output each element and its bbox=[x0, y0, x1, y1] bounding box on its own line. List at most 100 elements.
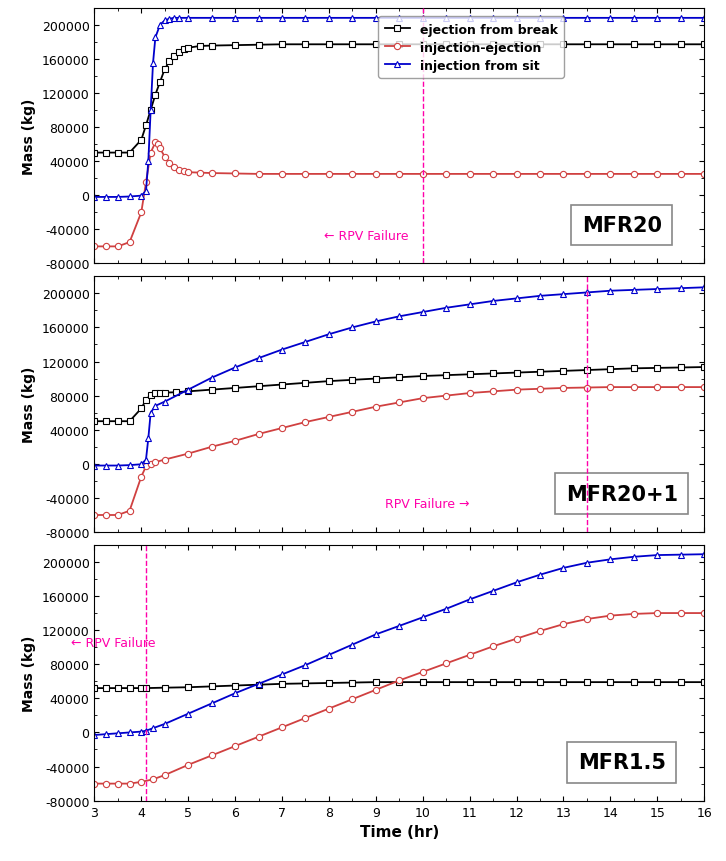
ejection from break bbox=[372, 374, 380, 384]
injection from sit bbox=[395, 312, 404, 322]
injection from sit bbox=[348, 14, 356, 24]
injection from sit bbox=[90, 193, 99, 203]
injection-ejection bbox=[606, 170, 615, 180]
injection-ejection bbox=[348, 170, 356, 180]
injection-ejection bbox=[231, 741, 240, 752]
ejection from break bbox=[102, 417, 110, 427]
injection from sit bbox=[113, 728, 122, 739]
injection from sit bbox=[125, 192, 134, 202]
ejection from break bbox=[513, 368, 521, 378]
ejection from break bbox=[184, 43, 192, 53]
ejection from break bbox=[559, 40, 568, 51]
injection from sit bbox=[418, 14, 427, 24]
injection-ejection bbox=[395, 170, 404, 180]
ejection from break bbox=[677, 677, 685, 687]
injection from sit bbox=[536, 570, 544, 580]
ejection from break bbox=[418, 677, 427, 687]
injection-ejection bbox=[442, 170, 451, 180]
Text: RPV Failure →: RPV Failure → bbox=[386, 498, 470, 511]
ejection from break bbox=[536, 677, 544, 687]
injection-ejection bbox=[208, 169, 216, 179]
ejection from break bbox=[395, 677, 404, 687]
injection-ejection bbox=[301, 713, 310, 723]
ejection from break bbox=[582, 365, 591, 375]
ejection from break bbox=[90, 417, 99, 427]
ejection from break bbox=[629, 40, 638, 51]
injection from sit bbox=[372, 14, 380, 24]
injection from sit bbox=[677, 283, 685, 294]
injection from sit bbox=[442, 14, 451, 24]
injection from sit bbox=[165, 15, 174, 25]
ejection from break bbox=[677, 362, 685, 373]
injection-ejection bbox=[113, 778, 122, 789]
injection-ejection bbox=[174, 165, 183, 176]
injection-ejection bbox=[160, 770, 169, 780]
ejection from break bbox=[160, 65, 169, 75]
ejection from break bbox=[559, 677, 568, 687]
ejection from break bbox=[155, 388, 164, 399]
injection-ejection bbox=[606, 610, 615, 621]
injection from sit bbox=[465, 595, 474, 605]
Line: injection from sit: injection from sit bbox=[91, 15, 707, 201]
injection-ejection bbox=[151, 457, 160, 468]
ejection from break bbox=[160, 388, 169, 399]
Line: injection-ejection: injection-ejection bbox=[91, 385, 707, 518]
Line: injection-ejection: injection-ejection bbox=[91, 610, 707, 787]
ejection from break bbox=[489, 40, 497, 51]
injection from sit bbox=[208, 14, 216, 24]
ejection from break bbox=[125, 417, 134, 427]
injection from sit bbox=[653, 284, 661, 294]
ejection from break bbox=[653, 677, 661, 687]
injection from sit bbox=[155, 21, 164, 31]
injection-ejection bbox=[700, 170, 709, 180]
injection from sit bbox=[372, 317, 380, 327]
ejection from break bbox=[125, 683, 134, 693]
ejection from break bbox=[151, 90, 160, 101]
injection from sit bbox=[301, 660, 310, 671]
injection from sit bbox=[700, 549, 709, 560]
injection-ejection bbox=[277, 424, 286, 434]
injection-ejection bbox=[231, 437, 240, 447]
X-axis label: Time (hr): Time (hr) bbox=[359, 824, 439, 839]
injection-ejection bbox=[700, 382, 709, 393]
injection-ejection bbox=[653, 170, 661, 180]
injection-ejection bbox=[653, 608, 661, 618]
injection from sit bbox=[144, 434, 152, 444]
injection-ejection bbox=[372, 170, 380, 180]
injection from sit bbox=[277, 345, 286, 356]
injection from sit bbox=[90, 461, 99, 471]
injection from sit bbox=[151, 34, 160, 44]
injection-ejection bbox=[536, 626, 544, 636]
injection-ejection bbox=[325, 703, 333, 714]
injection from sit bbox=[184, 709, 192, 719]
injection from sit bbox=[677, 550, 685, 561]
injection-ejection bbox=[254, 170, 263, 180]
injection from sit bbox=[582, 558, 591, 568]
ejection from break bbox=[174, 47, 183, 58]
Y-axis label: Mass (kg): Mass (kg) bbox=[22, 367, 36, 443]
injection-ejection bbox=[113, 511, 122, 521]
ejection from break bbox=[606, 40, 615, 51]
Y-axis label: Mass (kg): Mass (kg) bbox=[22, 635, 36, 711]
injection from sit bbox=[418, 307, 427, 318]
ejection from break bbox=[254, 381, 263, 392]
injection from sit bbox=[629, 552, 638, 562]
ejection from break bbox=[700, 677, 709, 687]
ejection from break bbox=[277, 380, 286, 390]
injection-ejection bbox=[90, 511, 99, 521]
ejection from break bbox=[418, 371, 427, 381]
injection-ejection bbox=[231, 169, 240, 179]
ejection from break bbox=[231, 680, 240, 691]
Line: ejection from break: ejection from break bbox=[91, 364, 707, 424]
injection-ejection bbox=[513, 170, 521, 180]
injection-ejection bbox=[151, 138, 160, 148]
injection from sit bbox=[254, 354, 263, 364]
injection-ejection bbox=[348, 694, 356, 704]
injection-ejection bbox=[277, 170, 286, 180]
injection from sit bbox=[160, 397, 169, 407]
injection-ejection bbox=[102, 511, 110, 521]
ejection from break bbox=[137, 683, 146, 693]
ejection from break bbox=[395, 373, 404, 383]
injection-ejection bbox=[582, 170, 591, 180]
ejection from break bbox=[700, 362, 709, 373]
